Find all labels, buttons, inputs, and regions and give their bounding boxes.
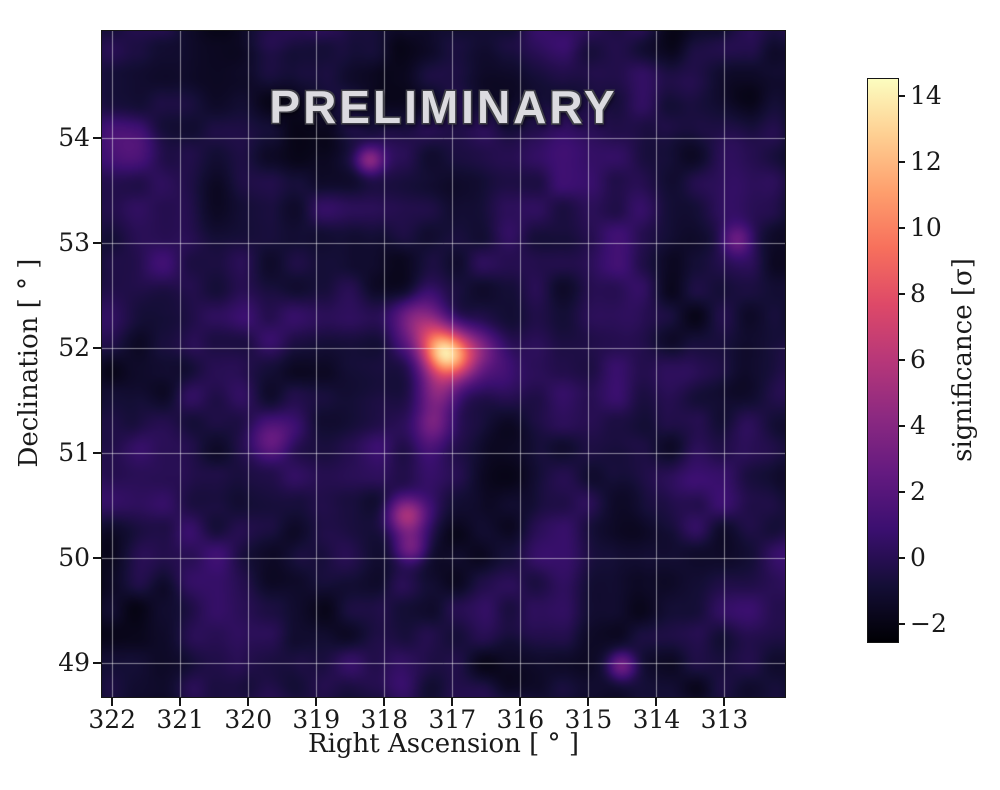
x-tick-mark [655, 698, 658, 706]
colorbar-tick-mark [899, 292, 905, 295]
significance-heatmap-canvas [102, 31, 785, 697]
colorbar-tick-label: 10 [910, 212, 942, 242]
x-axis-title: Right Ascension [ ° ] [308, 729, 579, 759]
colorbar-tick-label: 4 [910, 410, 926, 440]
x-tick-label: 316 [496, 705, 545, 734]
colorbar [867, 78, 899, 643]
y-tick-mark [93, 242, 101, 245]
x-tick-label: 315 [564, 705, 613, 734]
colorbar-tick-mark [899, 160, 905, 163]
x-tick-mark [451, 698, 454, 706]
colorbar-tick-mark [899, 424, 905, 427]
x-tick-label: 319 [292, 705, 341, 734]
colorbar-gradient [868, 79, 898, 642]
colorbar-title: significance [σ] [948, 258, 978, 462]
x-tick-mark [247, 698, 250, 706]
x-tick-label: 317 [428, 705, 477, 734]
x-tick-label: 318 [360, 705, 409, 734]
x-tick-mark [179, 698, 182, 706]
x-tick-label: 314 [632, 705, 681, 734]
y-tick-mark [93, 662, 101, 665]
colorbar-tick-mark [899, 556, 905, 559]
y-tick-mark [93, 137, 101, 140]
colorbar-tick-label: 8 [910, 278, 926, 308]
colorbar-tick-label: 14 [910, 80, 942, 110]
y-tick-label: 52 [58, 333, 90, 363]
x-tick-mark [383, 698, 386, 706]
colorbar-tick-mark [899, 622, 905, 625]
y-tick-mark [93, 557, 101, 560]
x-tick-label: 321 [156, 705, 205, 734]
colorbar-tick-mark [899, 226, 905, 229]
colorbar-tick-mark [899, 358, 905, 361]
y-tick-label: 50 [58, 543, 90, 573]
y-tick-mark [93, 347, 101, 350]
y-tick-label: 49 [58, 648, 90, 678]
x-tick-mark [587, 698, 590, 706]
y-tick-label: 51 [58, 438, 90, 468]
y-tick-mark [93, 452, 101, 455]
x-tick-label: 313 [700, 705, 749, 734]
y-tick-label: 54 [58, 123, 90, 153]
colorbar-tick-mark [899, 94, 905, 97]
colorbar-tick-mark [899, 490, 905, 493]
x-tick-mark [315, 698, 318, 706]
colorbar-tick-label: −2 [910, 608, 947, 638]
colorbar-tick-label: 12 [910, 146, 942, 176]
x-tick-mark [519, 698, 522, 706]
y-axis-title: Declination [ ° ] [14, 258, 44, 468]
x-tick-mark [723, 698, 726, 706]
colorbar-tick-label: 0 [910, 542, 926, 572]
colorbar-tick-label: 2 [910, 476, 926, 506]
x-tick-label: 320 [224, 705, 273, 734]
colorbar-tick-label: 6 [910, 344, 926, 374]
x-tick-label: 322 [88, 705, 137, 734]
y-tick-label: 53 [58, 228, 90, 258]
x-tick-mark [111, 698, 114, 706]
plot-area [101, 30, 786, 698]
